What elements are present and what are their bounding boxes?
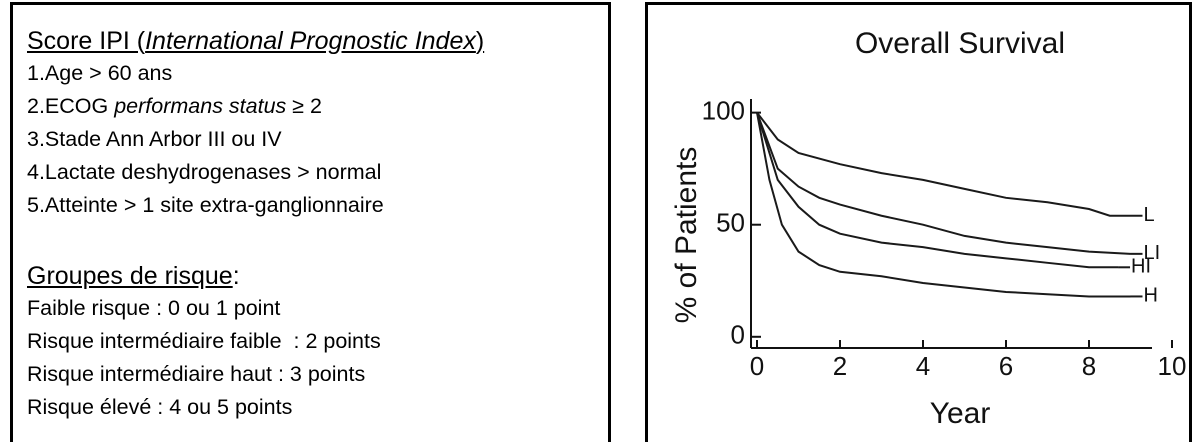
text: 3.Stade Ann Arbor III ou IV [27,127,282,151]
criterion: 1.Age > 60 ans [27,57,608,90]
ipi-title: Score IPI (International Prognostic Inde… [27,25,608,57]
text: 4.Lactate deshydrogenases > normal [27,160,382,184]
chart-title: Overall Survival [855,27,1065,60]
legend-label: HI [1131,256,1151,278]
text: ≥ 2 [286,94,323,118]
survival-curve [756,112,1119,269]
survival-curve [756,112,1131,217]
legend-label: H [1144,285,1158,307]
y-tick-label: 0 [731,320,745,350]
x-tick-label: 6 [999,351,1013,381]
chart-panel: Overall Survival Year % of Patients 0 50 1… [645,2,1192,442]
italic-text: performans status [114,94,287,118]
risk-group: Risque élevé : 4 ou 5 points [27,395,293,419]
risk-group: Risque intermédiaire faible : 2 points [27,329,381,353]
x-tick-label: 8 [1082,351,1096,381]
y-axis-label: % of Patients [670,147,703,324]
y-tick-label: 50 [716,208,745,238]
italic-text: International Prognostic Index [145,27,476,55]
survival-curve [756,112,1131,298]
ipi-panel: Score IPI (International Prognostic Inde… [10,2,611,442]
x-tick-label: 2 [833,351,847,381]
risk-group: Risque intermédiaire haut : 3 points [27,362,366,386]
text: 5.Atteinte > 1 site extra-ganglionnaire [27,193,384,217]
legend-label: LI [1144,242,1161,264]
groups-title: Groupes de risque [27,262,233,290]
x-tick-label: 10 [1158,351,1187,381]
criterion: 5.Atteinte > 1 site extra-ganglionnaire [27,189,608,222]
text: 2.ECOG [27,94,115,118]
groups-list: Faible risque : 0 ou 1 point Risque inter… [27,292,608,424]
text: 1.Age > 60 ans [27,61,173,85]
chart: Overall Survival Year % of Patients 0 50 1… [670,27,1187,430]
criterion: 4.Lactate deshydrogenases > normal [27,156,608,189]
criterion: 2.ECOG performans status ≥ 2 [27,90,608,123]
criteria-list: 1.Age > 60 ans 2.ECOG performans status ≥… [27,57,608,222]
x-tick-label: 4 [916,351,930,381]
x-tick-label: 0 [750,351,764,381]
criterion: 3.Stade Ann Arbor III ou IV [27,123,608,156]
text: Score IPI ( [27,27,146,55]
text: ) [475,27,485,55]
legend-label: L [1144,204,1155,226]
groups-heading: Groupes de risque : [27,260,608,292]
y-tick-label: 100 [702,96,745,126]
groups-title-suffix: : [232,262,240,290]
survival-curve [756,112,1131,255]
x-axis-label: Year [930,397,991,430]
risk-group: Faible risque : 0 ou 1 point [27,296,281,320]
